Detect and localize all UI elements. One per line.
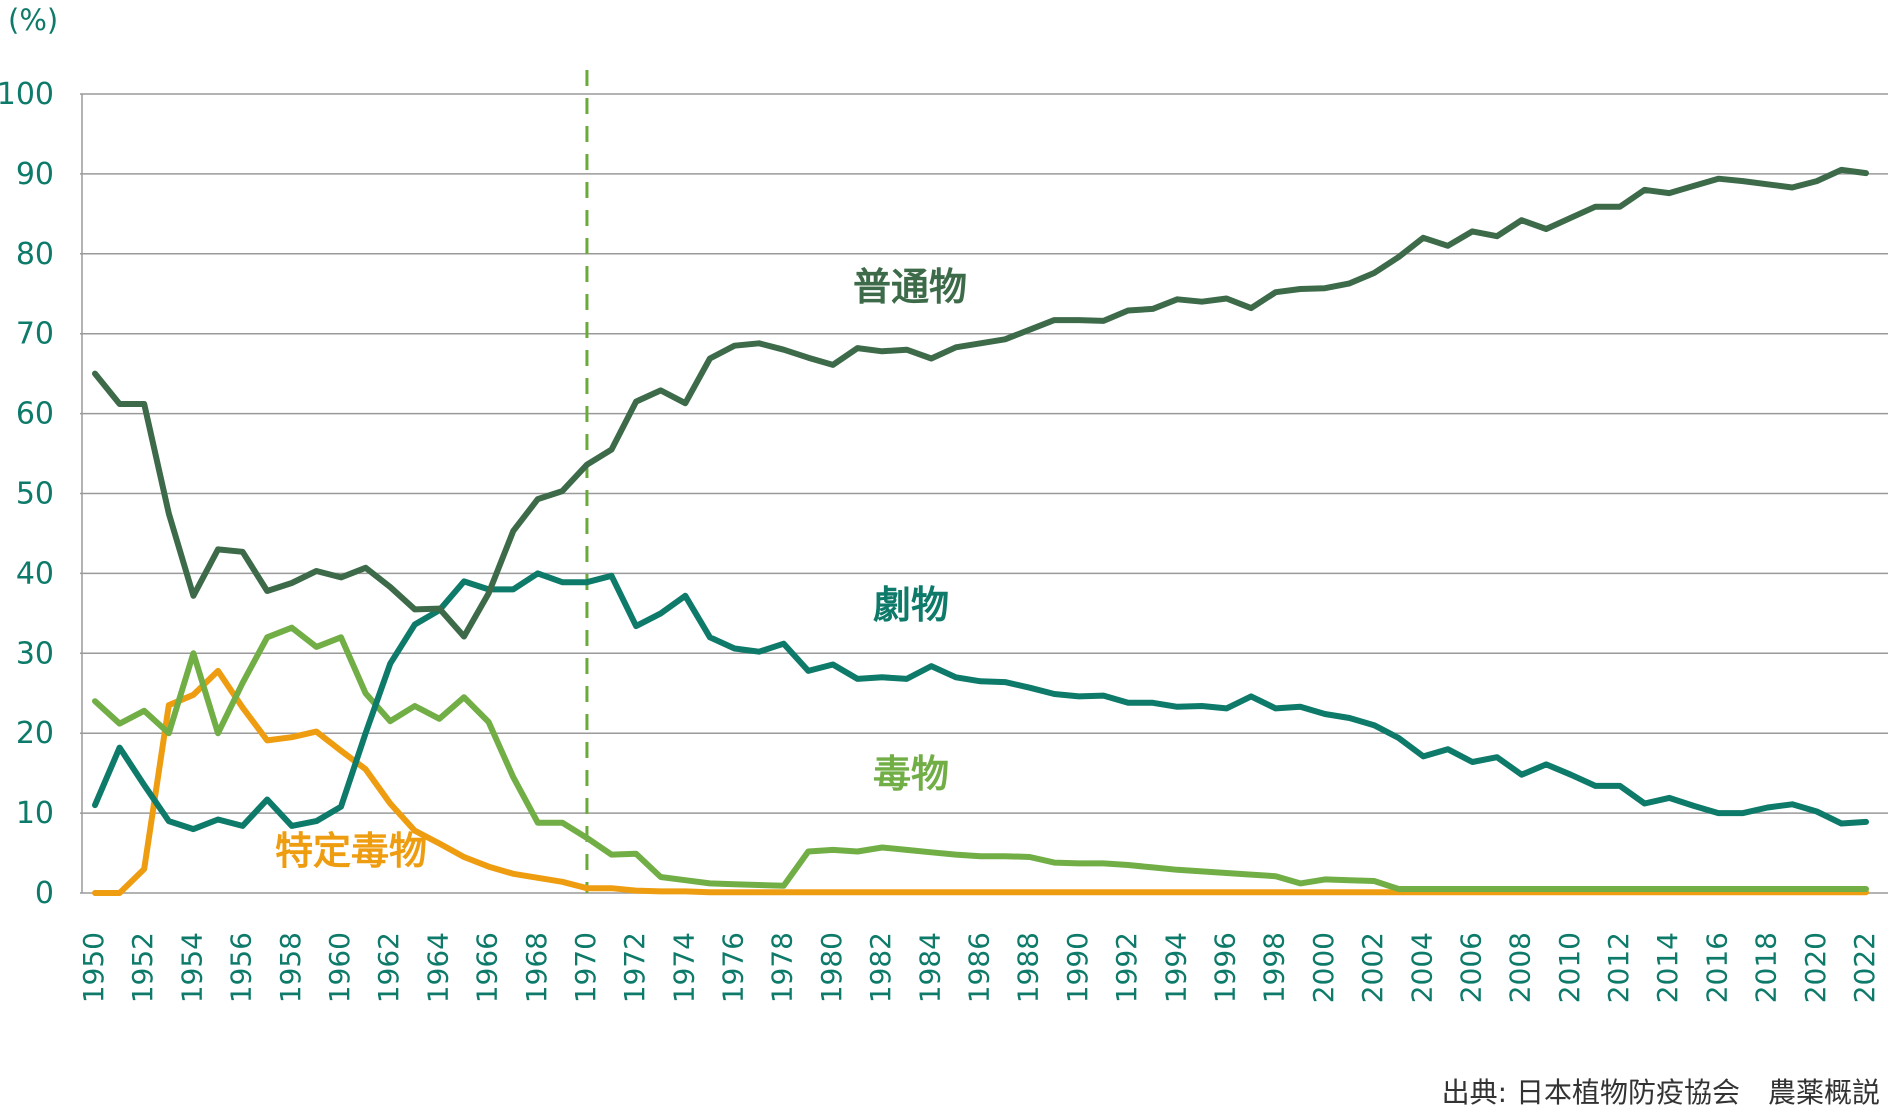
grid-layer <box>80 70 1888 894</box>
x-tick-label: 2018 <box>1750 932 1783 1003</box>
x-tick-label: 1966 <box>471 932 504 1003</box>
x-tick-label: 1992 <box>1110 932 1143 1003</box>
y-tick-label: 30 <box>16 636 54 671</box>
y-tick-label: 90 <box>16 157 54 192</box>
x-tick-label: 2016 <box>1700 932 1733 1003</box>
x-tick-label: 1960 <box>323 932 356 1003</box>
series-label-2: 毒物 <box>873 752 949 796</box>
series-line-3 <box>92 667 1869 896</box>
x-tick-label: 1958 <box>274 932 307 1003</box>
x-tick-label: 2004 <box>1405 932 1438 1003</box>
series-line-0 <box>92 166 1869 640</box>
y-tick-label: 70 <box>16 317 54 352</box>
x-tick-label: 1986 <box>963 932 996 1003</box>
x-tick-label: 1974 <box>667 932 700 1003</box>
series-line-2 <box>92 624 1869 892</box>
unit-label: (%) <box>8 3 58 37</box>
x-tick-label: 2010 <box>1553 932 1586 1003</box>
series-label-1: 劇物 <box>873 583 949 627</box>
x-tick-label: 1956 <box>225 932 258 1003</box>
x-tick-label: 1972 <box>618 932 651 1003</box>
x-tick-label: 1976 <box>717 932 750 1003</box>
series-line-1 <box>92 570 1869 833</box>
x-tick-label: 1990 <box>1061 932 1094 1003</box>
x-tick-label: 1950 <box>77 932 110 1003</box>
series-label-0: 普通物 <box>853 265 967 309</box>
y-tick-label: 10 <box>16 796 54 831</box>
axis-layer: 0 10 20 30 40 50 60 70 80 90 100 1950 1952 1954 1956 19… <box>0 77 1881 1003</box>
x-tick-label: 1980 <box>815 932 848 1003</box>
x-tick-label: 1954 <box>175 932 208 1003</box>
y-tick-label: 50 <box>16 477 54 512</box>
x-tick-label: 1962 <box>372 932 405 1003</box>
source-note: 出典: 日本植物防疫協会 農薬概説 <box>1442 1076 1880 1107</box>
x-tick-label: 2020 <box>1799 932 1832 1003</box>
x-tick-label: 2008 <box>1504 932 1537 1003</box>
x-tick-label: 1982 <box>864 932 897 1003</box>
x-tick-label: 2014 <box>1651 932 1684 1003</box>
x-tick-label: 1998 <box>1258 932 1291 1003</box>
y-tick-label: 60 <box>16 397 54 432</box>
y-tick-label: 40 <box>16 556 54 591</box>
x-tick-label: 1952 <box>126 932 159 1003</box>
x-tick-label: 2002 <box>1356 932 1389 1003</box>
x-tick-label: 1984 <box>913 932 946 1003</box>
y-tick-label: 100 <box>0 77 54 112</box>
x-tick-label: 1968 <box>520 932 553 1003</box>
x-tick-label: 1970 <box>569 932 602 1003</box>
y-tick-label: 0 <box>35 876 54 911</box>
y-tick-label: 80 <box>16 237 54 272</box>
x-tick-label: 1988 <box>1012 932 1045 1003</box>
x-tick-label: 1994 <box>1159 932 1192 1003</box>
y-tick-label: 20 <box>16 716 54 751</box>
x-tick-label: 1996 <box>1208 932 1241 1003</box>
x-tick-label: 1978 <box>766 932 799 1003</box>
series-label-3: 特定毒物 <box>275 829 427 873</box>
x-tick-label: 2012 <box>1602 932 1635 1003</box>
x-tick-label: 2000 <box>1307 932 1340 1003</box>
x-tick-label: 2022 <box>1848 932 1881 1003</box>
x-tick-label: 1964 <box>421 932 454 1003</box>
x-tick-label: 2006 <box>1454 932 1487 1003</box>
series-layer <box>92 166 1869 896</box>
